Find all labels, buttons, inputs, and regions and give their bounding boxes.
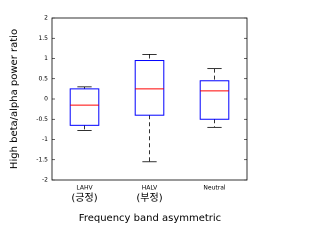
box <box>134 60 165 116</box>
y-tick-label: -2 <box>42 177 48 184</box>
y-tick-label: -1 <box>42 136 48 143</box>
y-tick-label: -1.5 <box>36 156 48 163</box>
y-tick-label: 0 <box>44 96 48 103</box>
y-tick-label: 1 <box>44 55 48 62</box>
y-tick-label: 2 <box>44 15 48 22</box>
x-tick-label: LAHV <box>76 185 93 192</box>
x-tick-label: HALV <box>142 185 158 192</box>
x-tick-note: (긍정) <box>71 192 97 204</box>
y-tick-label: 1.5 <box>38 35 48 42</box>
box <box>199 80 230 120</box>
x-axis-label: Frequency band asymmetric <box>79 213 221 224</box>
box <box>69 88 100 126</box>
y-axis-label: High beta/alpha power ratio <box>9 29 20 169</box>
x-tick-label: Neutral <box>203 185 225 192</box>
background <box>0 0 261 235</box>
x-tick-note: (부정) <box>136 192 162 204</box>
y-tick-label: 0.5 <box>38 75 48 82</box>
y-tick-label: -0.5 <box>36 116 48 123</box>
chart: Frequency band asymmetric High beta/alph… <box>0 0 261 235</box>
